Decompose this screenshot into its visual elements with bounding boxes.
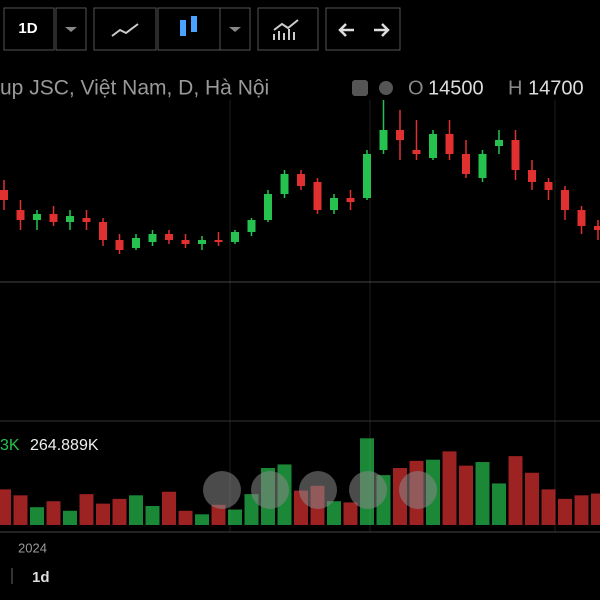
redo-button[interactable] (374, 23, 390, 37)
candle-body (495, 140, 503, 146)
volume-bar (492, 483, 506, 525)
candle-body (544, 182, 553, 190)
volume-bar (244, 494, 259, 525)
high-label: H (508, 77, 522, 99)
line-chart-button[interactable] (93, 7, 157, 51)
line-icon (111, 23, 139, 37)
volume-bar (228, 509, 242, 525)
volume-bar (459, 465, 473, 525)
candle-body (280, 174, 289, 194)
candle-body (198, 240, 206, 244)
candle-body (412, 150, 421, 154)
zoom-control[interactable] (203, 471, 241, 509)
candle-body (346, 198, 355, 202)
volume-bar (79, 494, 94, 525)
volume-bar (162, 491, 176, 525)
volume-bar (0, 489, 11, 525)
candle-body (511, 140, 520, 170)
volume-bar (475, 462, 490, 525)
candle-body (148, 234, 157, 242)
symbol-title: up JSC, Việt Nam, D, Hà Nội (0, 77, 269, 100)
dropdown-arrow (65, 27, 77, 32)
candle-body (181, 240, 190, 244)
candle-body (478, 154, 487, 178)
undo-redo-group (325, 7, 401, 51)
volume-bar (525, 472, 539, 525)
interval-button[interactable] (3, 7, 55, 51)
candle-body (429, 134, 437, 158)
candle-body (297, 174, 305, 186)
candle-body (330, 198, 338, 210)
zoom-control[interactable] (349, 471, 387, 509)
dropdown-arrow (229, 27, 241, 32)
candle-body (132, 238, 140, 248)
volume-bar (558, 498, 572, 525)
volume-bar (112, 498, 127, 525)
candle-body (16, 210, 25, 220)
time-label: 2024 (18, 540, 47, 555)
volume-bar (145, 506, 160, 525)
candle-body (462, 154, 470, 174)
volume-bar (129, 495, 143, 525)
visibility-icon[interactable] (352, 80, 368, 96)
candle-body (445, 134, 454, 154)
volume-bar (178, 510, 193, 525)
candle-icon (191, 16, 197, 32)
candle-body (247, 220, 256, 232)
candle-body (99, 222, 107, 240)
volume-bar (211, 504, 226, 525)
candle-body (214, 240, 223, 242)
candle-body (66, 216, 74, 222)
volume-bar (343, 502, 358, 525)
volume-bar (574, 495, 589, 525)
volume-bar (13, 495, 28, 525)
candle-body (396, 130, 404, 140)
undo-button[interactable] (338, 23, 354, 37)
settings-icon[interactable] (379, 81, 393, 95)
volume-bar (30, 507, 44, 525)
volume-value: 264.889K (30, 437, 99, 454)
volume-bar (541, 489, 556, 525)
candle-body (49, 214, 58, 222)
candle-body (313, 182, 322, 210)
open-label: O (408, 77, 424, 99)
high-value: 14700 (528, 77, 584, 99)
volume-bar (591, 493, 600, 525)
volume-bar (96, 503, 110, 525)
volume-bar (46, 501, 61, 525)
zoom-control[interactable] (251, 471, 289, 509)
candle-body (577, 210, 586, 226)
volume-bar (327, 501, 341, 525)
candle-body (264, 194, 272, 220)
volume-bar (63, 510, 77, 525)
candle-body (0, 190, 8, 200)
footer-interval[interactable]: 1d (32, 569, 50, 586)
candle-body (231, 232, 239, 242)
candle-icon (180, 20, 186, 36)
volume-prefix: 3K (0, 437, 20, 454)
candle-body (561, 190, 569, 210)
volume-bar (195, 514, 209, 525)
candle-body (379, 130, 388, 150)
interval-text: 1D (18, 20, 37, 37)
candle-body (33, 214, 41, 220)
candle-body (363, 154, 371, 198)
candle-body (165, 234, 173, 240)
candle-body (594, 226, 600, 230)
volume-bar (442, 451, 457, 525)
candle-body (82, 218, 91, 222)
zoom-control[interactable] (399, 471, 437, 509)
indicators-icon (273, 19, 299, 40)
candle-body (528, 170, 536, 182)
volume-bar (508, 456, 523, 525)
candle-type-button[interactable] (157, 7, 221, 51)
candle-body (115, 240, 124, 250)
zoom-control[interactable] (299, 471, 337, 509)
open-value: 14500 (428, 77, 484, 99)
